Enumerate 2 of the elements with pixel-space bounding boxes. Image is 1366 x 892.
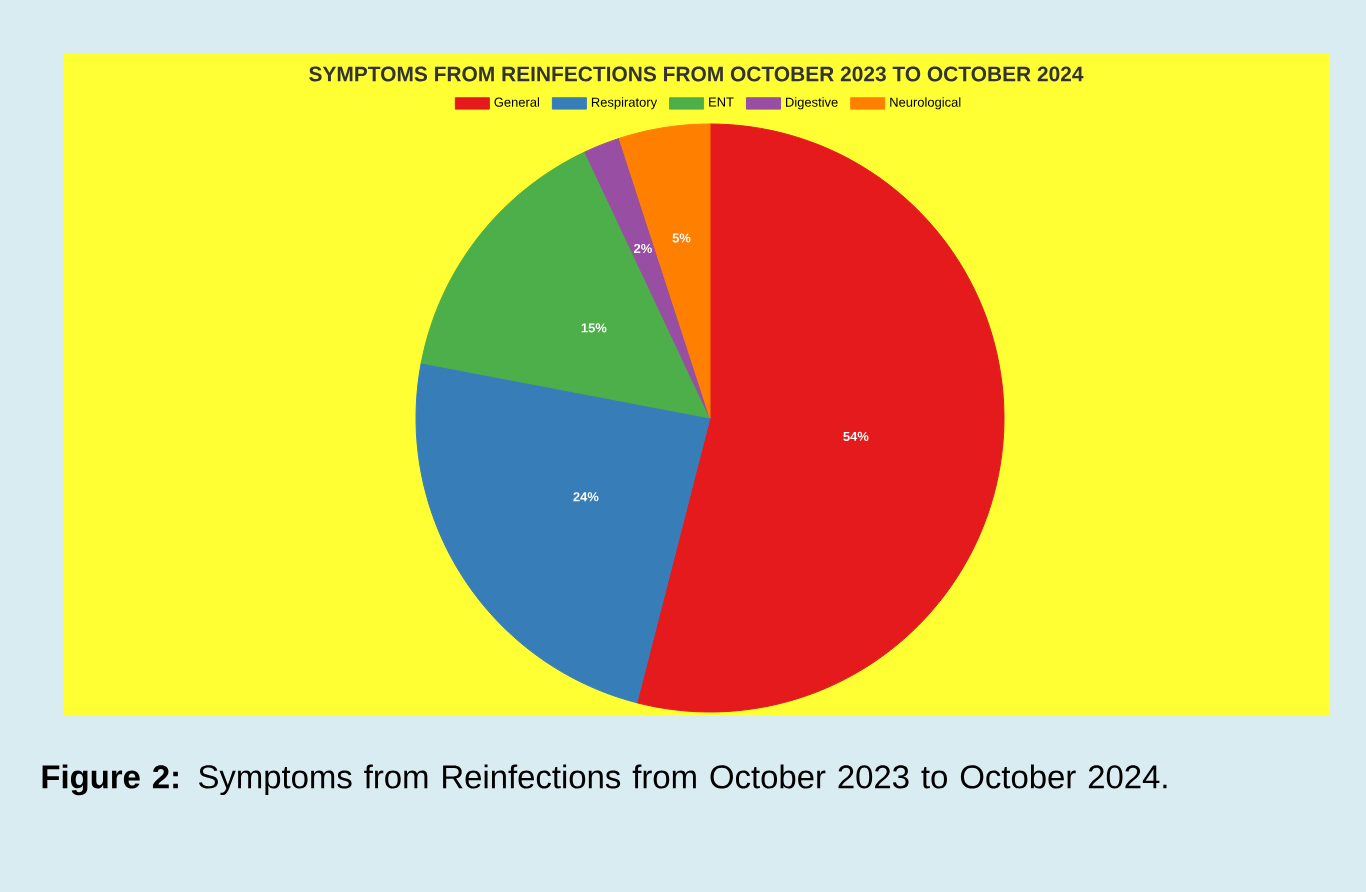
text: Figure 2: Symptoms from Reinfections from October 2023 to October 2024. [42,764,1167,796]
chart-title: SYMPTOMS FROM REINFECTIONS FROM OCTOBER 2023 TO OCTOBER 2024 [309,66,1084,82]
